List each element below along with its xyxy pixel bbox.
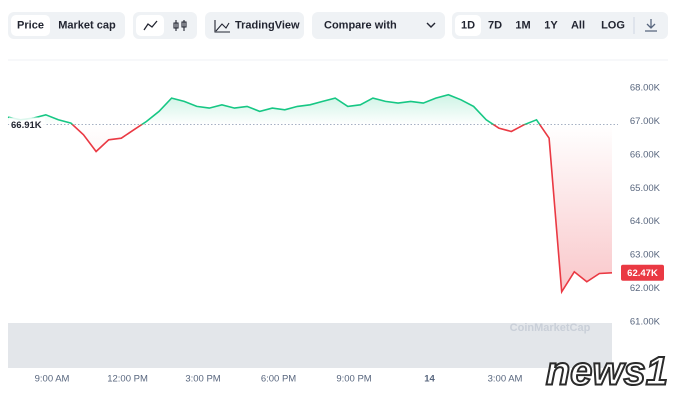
range-group (452, 12, 668, 39)
range-button[interactable]: All (571, 19, 585, 31)
x-tick-label: 9:00 AM (35, 374, 70, 385)
last-price-label: 62.47K (627, 268, 658, 279)
active-range[interactable] (455, 15, 481, 36)
range-button[interactable]: 7D (488, 19, 502, 31)
tradingview-icon (214, 20, 230, 33)
line-icon (143, 20, 158, 31)
compare-label[interactable]: Compare with (324, 19, 397, 31)
toolbar: Price Market cap TradingView Compare wit… (8, 12, 668, 39)
price-line-up (7, 93, 541, 125)
last-price-tag (621, 264, 664, 281)
y-tick-label: 62.00K (630, 283, 661, 294)
y-tick-label: 66.00K (630, 149, 661, 160)
baseline-label-bg (9, 117, 45, 132)
x-tick-label: 12:00 PM (107, 374, 148, 385)
y-tick-label: 68.00K (630, 83, 661, 94)
area-down (8, 124, 612, 292)
candle-icon[interactable] (173, 20, 187, 31)
price-tab[interactable] (11, 15, 50, 36)
log-button[interactable]: LOG (601, 19, 625, 31)
market-cap-label[interactable]: Market cap (58, 19, 116, 31)
chevron-icon (426, 22, 436, 28)
y-tick-label: 61.00K (630, 316, 661, 327)
y-tick-label: 63.00K (630, 250, 661, 261)
price-label[interactable]: Price (17, 19, 44, 31)
download-icon[interactable] (645, 19, 657, 32)
volume-area (8, 323, 612, 368)
compare-dropdown[interactable] (312, 12, 445, 39)
watermark: CoinMarketCap (510, 322, 591, 334)
y-tick-label: 64.00K (630, 216, 661, 227)
range-button[interactable]: 1Y (544, 19, 558, 31)
news-logo: news1 (546, 350, 668, 394)
price-line-down (71, 124, 613, 295)
baseline-label: 66.91K (11, 120, 42, 131)
range-button[interactable]: 1M (515, 19, 530, 31)
x-tick-label: 9:00 PM (336, 374, 371, 385)
y-tick-label: 65.00K (630, 183, 661, 194)
x-tick-label: 14 (424, 374, 435, 385)
y-tick-label: 67.00K (630, 116, 661, 127)
tradingview-label[interactable]: TradingView (235, 19, 300, 31)
x-tick-label: 3:00 PM (185, 374, 220, 385)
range-button[interactable]: 1D (461, 19, 475, 31)
x-tick-label: 6:00 PM (261, 374, 296, 385)
x-tick-label: 3:00 AM (488, 374, 523, 385)
